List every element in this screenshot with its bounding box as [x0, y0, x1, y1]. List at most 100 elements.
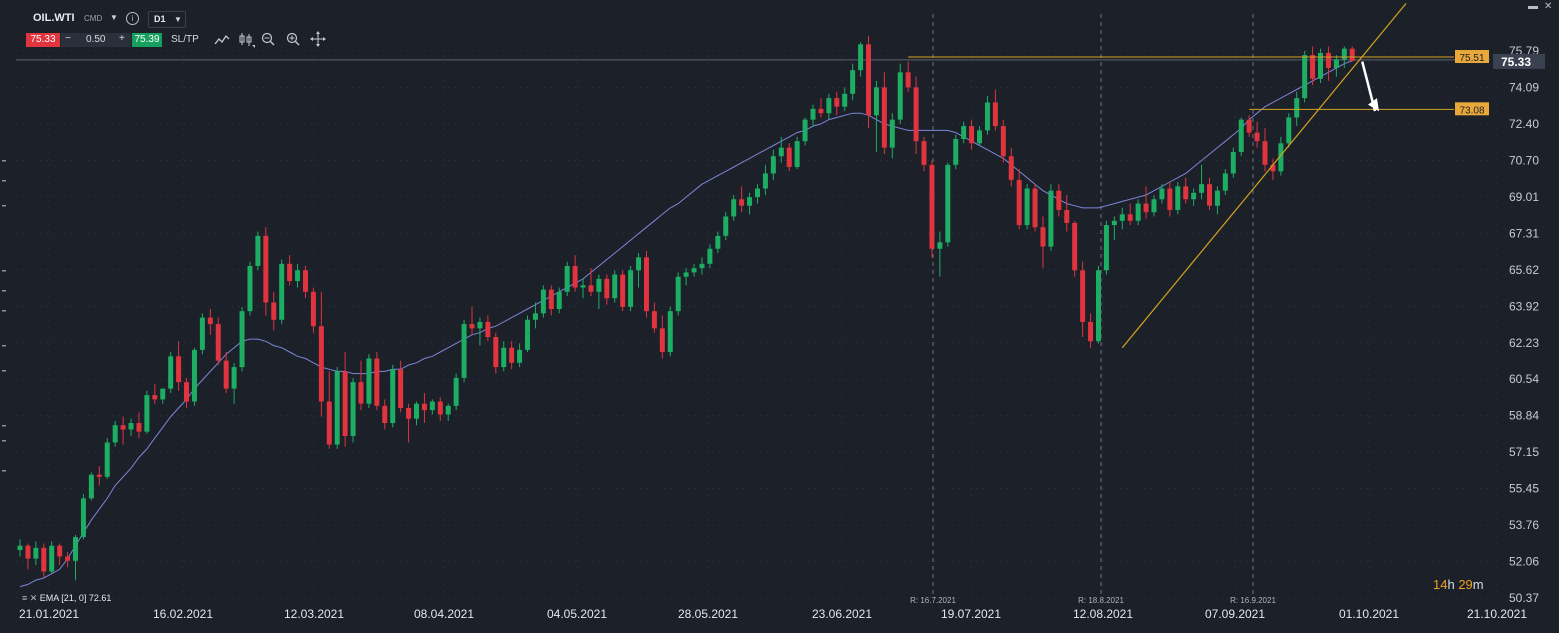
candle-body [65, 556, 71, 561]
close-icon[interactable]: ✕ [1544, 1, 1553, 12]
candle-body [1008, 156, 1014, 180]
candle [334, 367, 340, 449]
candle-body [1135, 203, 1141, 221]
candle [1214, 186, 1220, 215]
candle-body [612, 274, 618, 299]
candle [1064, 194, 1070, 232]
drawing-tool-mark [2, 440, 6, 442]
candle-body [969, 126, 975, 144]
candle [984, 95, 990, 135]
indicator-settings-icon[interactable]: ≡ ✕ [22, 593, 40, 603]
candle-body [231, 367, 237, 389]
candle-body [858, 44, 864, 71]
candle [881, 72, 887, 155]
y-tick-label: 74.09 [1509, 81, 1539, 95]
candle [588, 268, 594, 297]
candle [1191, 188, 1197, 206]
candle-body [1159, 188, 1165, 200]
candle-body [1246, 119, 1252, 133]
volume-input[interactable]: 0.50 [86, 34, 106, 45]
candle-body [977, 130, 983, 144]
candle [699, 257, 705, 275]
candle [96, 466, 102, 486]
candle-body [1143, 203, 1149, 213]
candle-body [318, 326, 324, 402]
candle-body [961, 126, 967, 140]
candle [390, 364, 396, 428]
candle [770, 149, 776, 180]
ema-indicator-label[interactable]: ≡ ✕ EMA [21, 0] 72.61 [22, 593, 111, 604]
drawing-tool-mark [2, 160, 6, 162]
zoom-in-icon[interactable] [286, 32, 302, 48]
candle [953, 134, 959, 170]
candle [136, 412, 142, 439]
candle-body [548, 289, 554, 310]
candlestick-icon[interactable] [238, 32, 256, 48]
candle-body [786, 147, 792, 167]
candle-body [842, 93, 848, 107]
candle-body [834, 98, 840, 107]
candle-body [96, 474, 102, 477]
candle-body [326, 401, 332, 445]
timeframe-select[interactable]: D1 ▼ [148, 11, 186, 28]
candle [580, 278, 586, 299]
candle [1143, 186, 1149, 219]
candle [651, 302, 657, 333]
ask-button[interactable]: 75.39 [132, 33, 162, 47]
last-price-label: 75.33 [1501, 55, 1531, 69]
crosshair-icon[interactable] [310, 31, 328, 49]
info-icon[interactable]: i [126, 12, 139, 25]
candle-body [1325, 52, 1331, 68]
candle [215, 317, 221, 365]
increase-volume-button[interactable]: + [119, 33, 125, 44]
candle [184, 377, 190, 408]
candle-body [263, 235, 269, 303]
candle [128, 418, 134, 436]
candle [160, 388, 166, 404]
candle-body [1254, 132, 1260, 142]
candle-body [215, 324, 221, 361]
x-tick-label: 23.06.2021 [812, 607, 872, 621]
candle-body [739, 199, 745, 206]
candle-body [199, 317, 205, 350]
candle-body [414, 403, 419, 419]
candle-body [176, 356, 182, 383]
decrease-volume-button[interactable]: − [65, 33, 71, 44]
candle [707, 244, 713, 269]
line-chart-icon[interactable] [214, 33, 230, 47]
chevron-down-icon[interactable]: ▼ [110, 13, 118, 22]
bid-button[interactable]: 75.33 [26, 33, 60, 47]
candle [826, 93, 832, 120]
y-tick-label: 60.54 [1509, 372, 1539, 386]
candle-body [1175, 186, 1181, 211]
zoom-out-icon[interactable] [261, 32, 277, 48]
candle-body [485, 321, 491, 337]
candle-body [588, 285, 594, 292]
drawing-tool-mark [2, 370, 6, 372]
candle [1000, 119, 1006, 163]
market-type-label: CMD [84, 14, 103, 23]
y-tick-label: 53.76 [1509, 518, 1539, 532]
candle [675, 272, 681, 316]
symbol-label[interactable]: OIL.WTI [33, 12, 75, 24]
candle [398, 360, 404, 413]
volume-stepper[interactable]: − 0.50 + [61, 33, 131, 47]
candle [1286, 113, 1292, 148]
minimize-icon[interactable]: ▬ [1528, 1, 1538, 12]
candle [1318, 48, 1324, 84]
level-label-box [1455, 102, 1489, 116]
candle [977, 126, 983, 146]
candle [65, 552, 71, 568]
candle-body [350, 382, 356, 436]
sltp-button[interactable]: SL/TP [171, 34, 199, 45]
candle-body [517, 349, 523, 363]
candle-body [1222, 173, 1228, 191]
candle [667, 306, 673, 357]
candle-body [128, 423, 134, 430]
candle [1302, 50, 1308, 103]
candle-body [437, 401, 443, 415]
candle-body [881, 87, 887, 148]
candle [318, 291, 324, 417]
